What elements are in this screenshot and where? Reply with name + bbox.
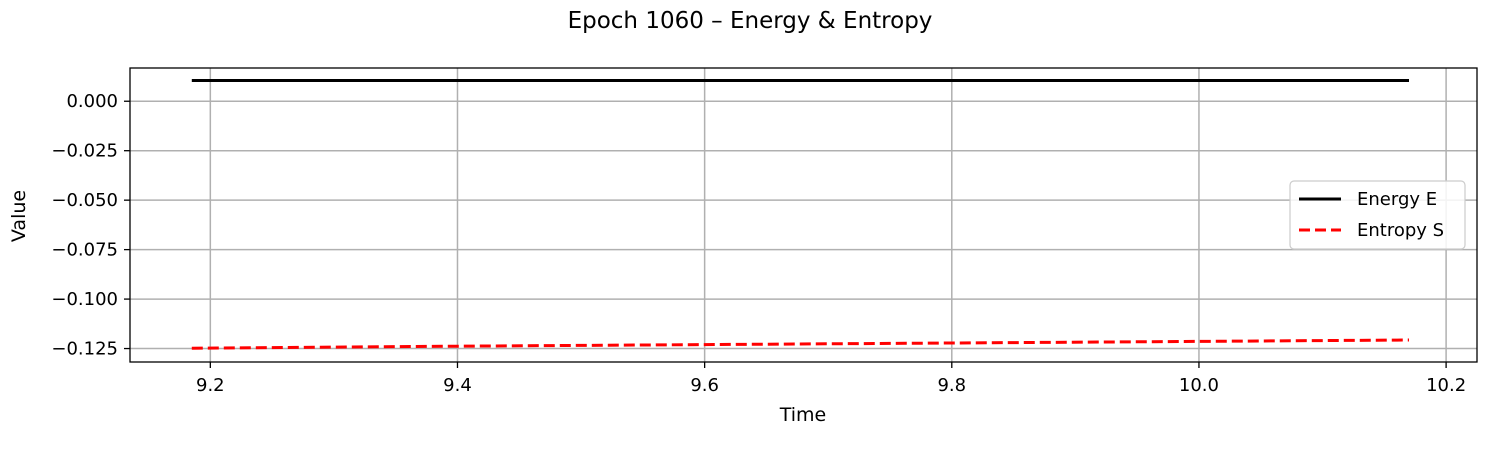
legend-label: Energy E: [1357, 189, 1437, 210]
axis-ticks: 9.2 9.4 9.6 9.8 10.0 10.2 0.000 −0.025 −0.050 −0.…: [51, 91, 1466, 396]
legend: Energy E Entropy S: [1289, 180, 1466, 250]
y-tick-label: −0.025: [51, 141, 118, 162]
x-tick-label: 9.4: [443, 375, 472, 396]
y-tick-label: −0.050: [51, 190, 118, 211]
y-axis-title: Value: [8, 190, 30, 242]
y-tick-label: 0.000: [66, 91, 118, 112]
grid: [130, 68, 1477, 362]
y-tick-label: −0.125: [51, 339, 118, 360]
x-tick-label: 10.0: [1179, 375, 1219, 396]
legend-label: Entropy S: [1357, 220, 1444, 241]
series-lines: [191, 79, 1410, 350]
x-axis-title: Time: [779, 404, 827, 426]
y-tick-label: −0.075: [51, 240, 118, 261]
x-tick-label: 9.8: [937, 375, 966, 396]
series-line-entropy-s: [191, 338, 1410, 350]
x-tick-label: 9.2: [196, 375, 225, 396]
x-tick-label: 10.2: [1426, 375, 1466, 396]
plot-frame: [129, 67, 1478, 363]
chart-title: Epoch 1060 – Energy & Entropy: [568, 8, 933, 34]
x-tick-label: 9.6: [690, 375, 719, 396]
y-tick-label: −0.100: [51, 289, 118, 310]
